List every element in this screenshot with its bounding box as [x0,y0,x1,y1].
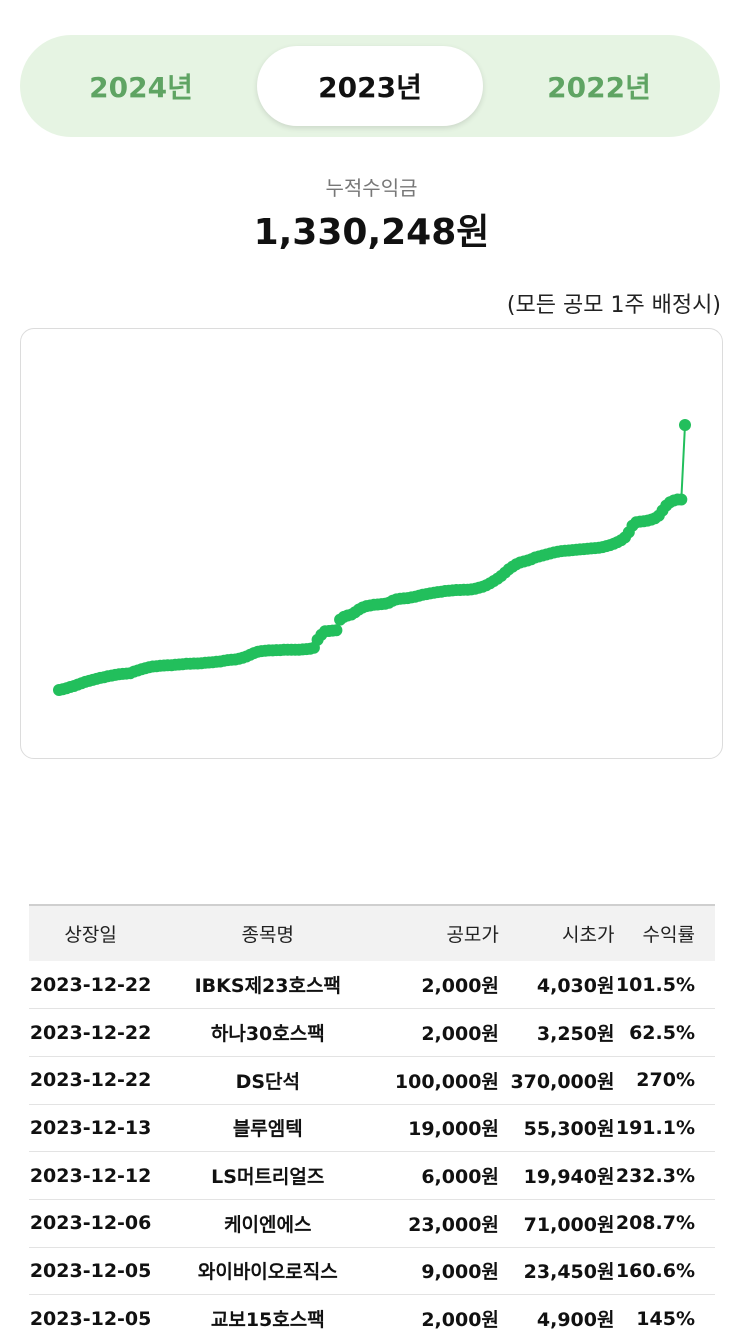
tab-2024[interactable]: 2024년 [89,71,193,104]
header-stock-name: 종목명 [152,904,384,961]
table-row[interactable]: 2023-12-05 교보15호스팩 2,000원 4,900원 145% [29,1294,715,1336]
cell-price: 2,000원 [383,1008,499,1057]
cell-price: 2,000원 [383,961,499,1010]
cell-return: 62.5% [614,1008,715,1057]
header-opening-price: 시초가 [498,904,615,961]
cumulative-profit-chart [20,328,723,759]
cell-date: 2023-12-12 [29,1151,153,1200]
chart-point [675,493,688,506]
cell-date: 2023-12-06 [29,1199,153,1248]
table-header-row: 상장일 종목명 공모가 시초가 수익률 [29,904,715,961]
table-row[interactable]: 2023-12-22 DS단석 100,000원 370,000원 270% [29,1056,715,1105]
cell-price: 23,000원 [383,1199,499,1248]
cell-price: 100,000원 [383,1056,499,1105]
cell-open: 3,250원 [498,1008,615,1057]
cell-price: 6,000원 [383,1151,499,1200]
chart-point [679,419,691,431]
cell-return: 270% [614,1056,715,1105]
table-row[interactable]: 2023-12-12 LS머트리얼즈 6,000원 19,940원 232.3% [29,1151,715,1200]
cell-date: 2023-12-22 [29,1008,153,1057]
table-row[interactable]: 2023-12-22 하나30호스팩 2,000원 3,250원 62.5% [29,1008,715,1057]
cell-name: 블루엠텍 [152,1104,384,1153]
cell-price: 2,000원 [383,1294,499,1336]
chart-svg [53,419,691,696]
year-tab-bar: 2024년 2023년 2022년 [20,35,720,137]
tab-2023[interactable]: 2023년 [257,46,483,126]
cell-name: 교보15호스팩 [152,1294,384,1336]
cell-open: 370,000원 [498,1056,615,1105]
cell-open: 4,030원 [498,961,615,1010]
cell-return: 101.5% [614,961,715,1010]
cell-open: 19,940원 [498,1151,615,1200]
cell-name: 케이엔에스 [152,1199,384,1248]
cell-return: 208.7% [614,1199,715,1248]
tab-2022[interactable]: 2022년 [547,71,651,104]
chart-series-line [58,424,686,691]
cell-date: 2023-12-05 [29,1294,153,1336]
cell-date: 2023-12-05 [29,1247,153,1296]
cumulative-profit-value: 1,330,248원 [253,212,490,253]
cell-price: 9,000원 [383,1247,499,1296]
cell-open: 71,000원 [498,1199,615,1248]
cell-open: 23,450원 [498,1247,615,1296]
cell-date: 2023-12-22 [29,1056,153,1105]
cumulative-profit-label: 누적수익금 [325,176,418,200]
header-offer-price: 공모가 [383,904,499,961]
ipo-table: 상장일 종목명 공모가 시초가 수익률 2023-12-22 IBKS제23호스… [29,904,715,1336]
cell-open: 55,300원 [498,1104,615,1153]
cell-date: 2023-12-22 [29,961,153,1010]
allocation-note: (모든 공모 1주 배정시) [506,293,721,318]
cell-return: 232.3% [614,1151,715,1200]
chart-point [330,624,343,637]
table-row[interactable]: 2023-12-22 IBKS제23호스팩 2,000원 4,030원 101.… [29,961,715,1010]
cell-name: 와이바이오로직스 [152,1247,384,1296]
cell-name: LS머트리얼즈 [152,1151,384,1200]
cell-open: 4,900원 [498,1294,615,1336]
header-listing-date: 상장일 [29,904,153,961]
cell-return: 145% [614,1294,715,1336]
table-row[interactable]: 2023-12-06 케이엔에스 23,000원 71,000원 208.7% [29,1199,715,1248]
cell-return: 191.1% [614,1104,715,1153]
table-row[interactable]: 2023-12-05 와이바이오로직스 9,000원 23,450원 160.6… [29,1247,715,1296]
cell-name: 하나30호스팩 [152,1008,384,1057]
cell-name: DS단석 [152,1056,384,1105]
cell-date: 2023-12-13 [29,1104,153,1153]
cell-name: IBKS제23호스팩 [152,961,384,1010]
cell-return: 160.6% [614,1247,715,1296]
table-row[interactable]: 2023-12-13 블루엠텍 19,000원 55,300원 191.1% [29,1104,715,1153]
header-return-rate: 수익률 [614,904,715,961]
cell-price: 19,000원 [383,1104,499,1153]
